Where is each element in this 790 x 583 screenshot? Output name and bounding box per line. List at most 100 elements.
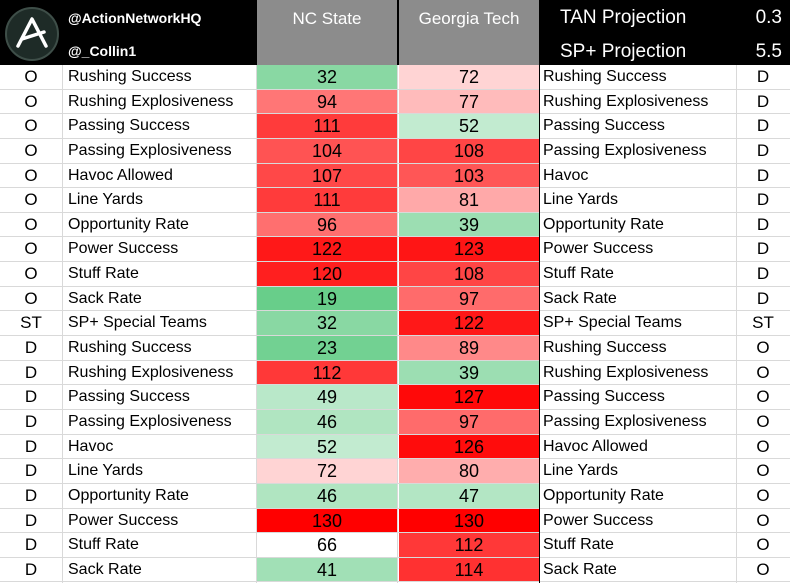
stat-left-cell: Power Success — [68, 240, 179, 258]
side-left-cell: D — [24, 559, 38, 579]
stat-left-cell: Passing Explosiveness — [68, 141, 232, 159]
stat-right-cell: SP+ Special Teams — [543, 314, 682, 332]
stat-right-cell: Passing Success — [543, 388, 665, 406]
stat-right-cell: Passing Explosiveness — [543, 141, 707, 159]
team-b-rank-cell: 103 — [399, 163, 539, 188]
table-row: D Passing Explosiveness 46 97 Passing Explos… — [0, 409, 790, 435]
side-right-cell: O — [756, 436, 770, 456]
table-row: D Rushing Explosiveness 112 39 Rushing Explo… — [0, 360, 790, 386]
sp-projection-value: 5.5 — [755, 41, 782, 62]
side-right-cell: D — [756, 239, 770, 259]
team-b-rank-cell: 108 — [399, 138, 539, 163]
side-right-cell: O — [756, 338, 770, 358]
stat-left-cell: Power Success — [68, 511, 179, 529]
team-a-rank-cell: 94 — [257, 89, 397, 114]
stat-right-cell: Havoc — [543, 166, 589, 184]
side-right-cell: O — [756, 535, 770, 555]
sp-projection-label: SP+ Projection — [560, 41, 687, 62]
team-a-rank-cell: 107 — [257, 163, 397, 188]
stat-right-cell: Rushing Success — [543, 68, 667, 85]
team-b-rank-cell: 47 — [399, 483, 539, 508]
team-a-rank-cell: 66 — [257, 533, 397, 557]
side-left-cell: O — [24, 165, 38, 185]
stat-left-cell: Opportunity Rate — [68, 215, 189, 233]
stat-right-cell: Passing Explosiveness — [543, 412, 707, 430]
table-row: D Sack Rate 41 114 Sack Rate O — [0, 557, 790, 583]
team-a-rank-cell: 52 — [257, 434, 397, 459]
side-left-cell: D — [24, 387, 38, 407]
table-row: O Sack Rate 19 97 Sack Rate D — [0, 286, 790, 312]
table-row: D Line Yards 72 80 Line Yards O — [0, 459, 790, 484]
table-row: ST SP+ Special Teams 32 122 SP+ Special Team… — [0, 311, 790, 337]
side-left-cell: D — [24, 411, 38, 431]
stat-right-cell: Passing Success — [543, 117, 665, 135]
stat-left-cell: Passing Explosiveness — [68, 412, 232, 430]
stat-right-cell: Rushing Success — [543, 339, 667, 357]
team-b-rank-cell: 52 — [399, 114, 539, 138]
team-a-rank-cell: 49 — [257, 385, 397, 409]
team-a-rank-cell: 41 — [257, 557, 397, 582]
team-a-rank-cell: 104 — [257, 138, 397, 163]
stat-left-cell: Line Yards — [68, 191, 144, 209]
grid-line — [397, 65, 398, 583]
stat-left-cell: Opportunity Rate — [68, 486, 189, 504]
side-right-cell: O — [756, 485, 770, 505]
team-b-rank-cell: 114 — [399, 557, 539, 582]
side-right-cell: D — [756, 91, 770, 111]
side-right-cell: D — [756, 190, 770, 210]
table-row: D Passing Success 49 127 Passing Success O — [0, 385, 790, 410]
table-row: O Passing Success 111 52 Passing Success D — [0, 114, 790, 139]
stat-left-cell: Rushing Explosiveness — [68, 92, 234, 110]
team-a-rank-cell: 72 — [257, 459, 397, 483]
side-right-cell: ST — [752, 313, 774, 333]
stat-right-cell: Stuff Rate — [543, 265, 614, 283]
team-a-rank-cell: 96 — [257, 212, 397, 237]
side-right-cell: D — [756, 67, 770, 86]
stat-left-cell: Rushing Explosiveness — [68, 363, 234, 381]
team-b-rank-cell: 112 — [399, 533, 539, 557]
side-right-cell: D — [756, 288, 770, 308]
table-row: D Rushing Success 23 89 Rushing Success O — [0, 336, 790, 361]
side-left-cell: O — [24, 190, 38, 210]
stat-right-cell: Sack Rate — [543, 289, 617, 307]
team-a-rank-cell: 112 — [257, 360, 397, 385]
side-right-cell: O — [756, 559, 770, 579]
table-row: O Line Yards 111 81 Line Yards D — [0, 188, 790, 213]
stat-left-cell: Passing Success — [68, 388, 190, 406]
stat-right-cell: Power Success — [543, 511, 654, 529]
action-network-logo-icon — [5, 7, 59, 61]
side-right-cell: D — [756, 116, 770, 136]
team-b-header: Georgia Tech — [399, 0, 539, 65]
twitter-handle-author: @_Collin1 — [68, 43, 137, 59]
side-left-cell: D — [24, 485, 38, 505]
side-left-cell: O — [24, 239, 38, 259]
team-b-rank-cell: 97 — [399, 409, 539, 434]
stat-left-cell: Rushing Success — [68, 339, 192, 357]
stat-right-cell: Power Success — [543, 240, 654, 258]
stat-left-cell: SP+ Special Teams — [68, 314, 207, 332]
team-a-rank-cell: 19 — [257, 286, 397, 311]
stat-right-cell: Havoc Allowed — [543, 437, 648, 455]
team-a-rank-cell: 32 — [257, 311, 397, 336]
stat-left-cell: Rushing Success — [68, 68, 192, 85]
team-b-rank-cell: 80 — [399, 459, 539, 483]
team-a-rank-cell: 130 — [257, 508, 397, 533]
grid-line — [256, 65, 257, 583]
side-right-cell: D — [756, 140, 770, 160]
side-right-cell: D — [756, 165, 770, 185]
side-left-cell: O — [24, 140, 38, 160]
stat-right-cell: Rushing Explosiveness — [543, 92, 709, 110]
team-b-rank-cell: 77 — [399, 89, 539, 114]
table-row: O Rushing Explosiveness 94 77 Rushing Explos… — [0, 89, 790, 115]
grid-line — [736, 65, 737, 583]
stat-left-cell: Stuff Rate — [68, 536, 139, 554]
team-a-rank-cell: 120 — [257, 262, 397, 286]
side-left-cell: D — [24, 362, 38, 382]
stat-left-cell: Sack Rate — [68, 289, 142, 307]
side-left-cell: O — [24, 91, 38, 111]
stat-left-cell: Sack Rate — [68, 560, 142, 578]
stat-left-cell: Havoc — [68, 437, 114, 455]
team-b-rank-cell: 130 — [399, 508, 539, 533]
team-a-rank-cell: 46 — [257, 483, 397, 508]
